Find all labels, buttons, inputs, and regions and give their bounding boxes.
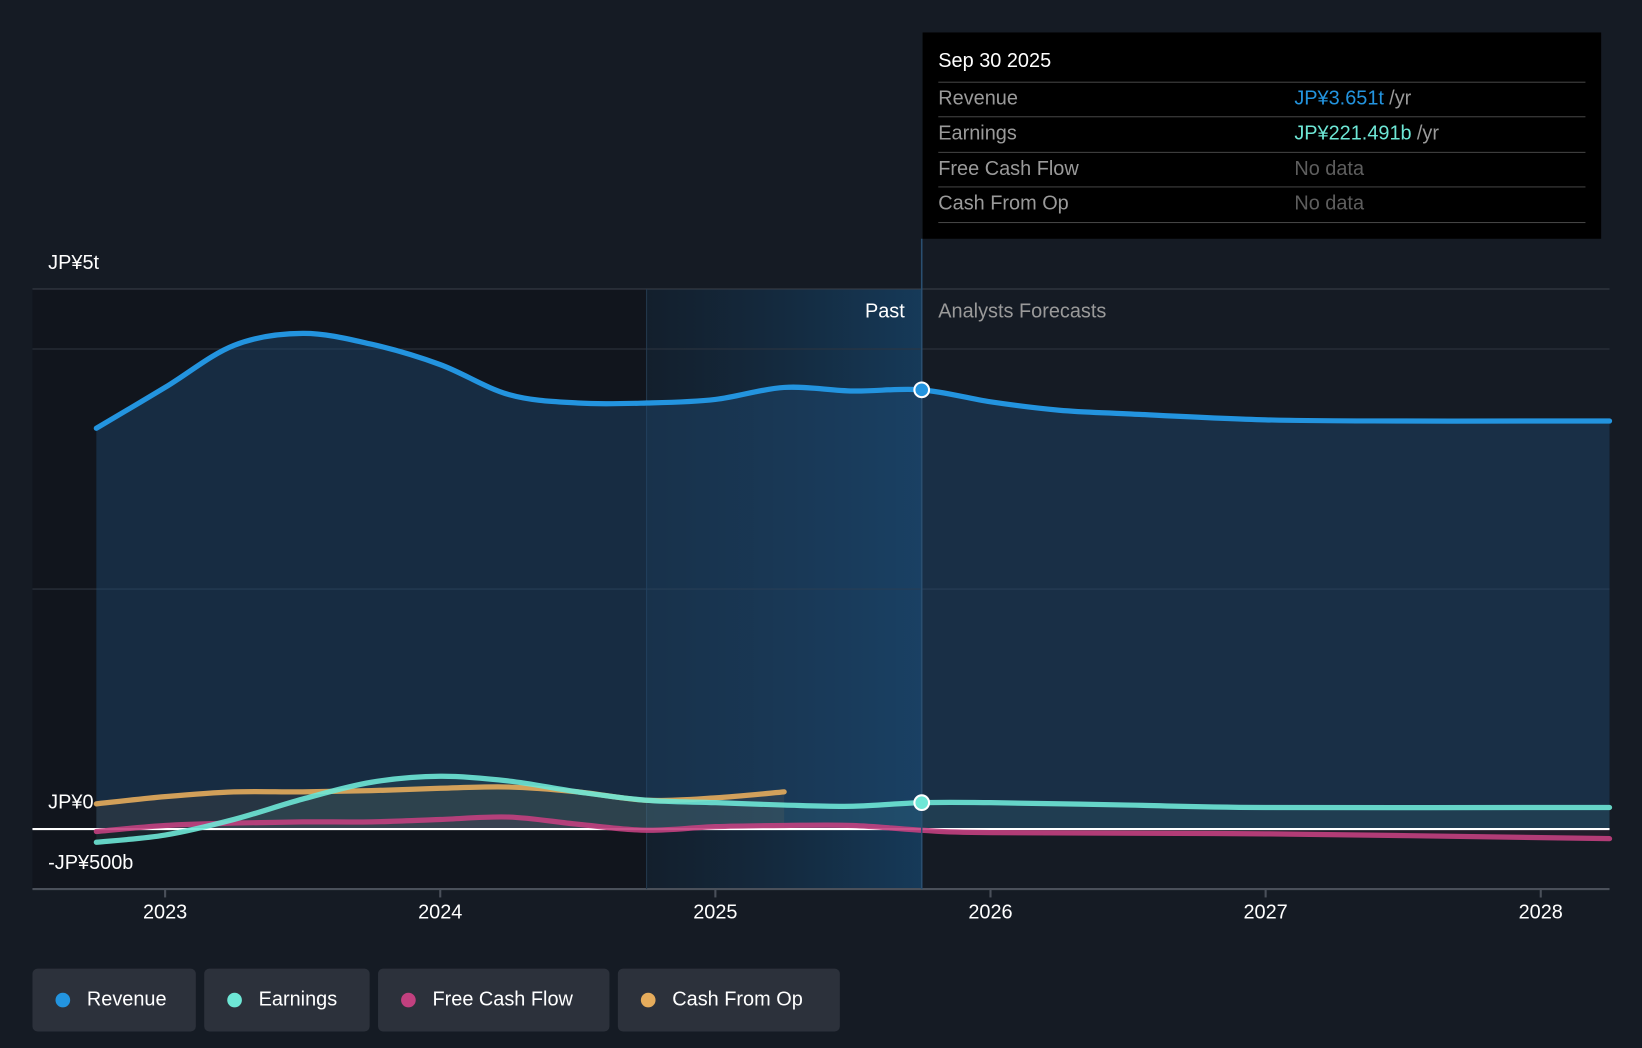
legend-label: Revenue xyxy=(86,988,167,1011)
cfo-dot-icon xyxy=(640,992,656,1008)
forecast-label: Analysts Forecasts xyxy=(938,300,1107,323)
x-tick-label: 2027 xyxy=(1243,901,1288,924)
legend-earnings[interactable]: Earnings xyxy=(204,968,370,1032)
revenue-area xyxy=(96,333,1610,830)
past-label: Past xyxy=(864,300,905,323)
x-tick-label: 2024 xyxy=(418,901,463,924)
legend-cash-from-op[interactable]: Cash From Op xyxy=(617,968,840,1032)
tooltip-label: Earnings xyxy=(938,122,1017,145)
tooltip-row-earnings: Earnings JP¥221.491b/yr xyxy=(938,116,1586,152)
tooltip-value: JP¥221.491b xyxy=(1294,122,1412,145)
x-tick-label: 2028 xyxy=(1518,901,1563,924)
y-label-zero: JP¥0 xyxy=(48,791,94,814)
x-tick-label: 2026 xyxy=(968,901,1013,924)
earnings-line xyxy=(93,773,1613,845)
free-cash-flow-line xyxy=(93,814,1613,842)
legend-label: Free Cash Flow xyxy=(432,988,573,1011)
y-label-top: JP¥5t xyxy=(48,252,100,275)
tooltip-label: Free Cash Flow xyxy=(938,158,1079,181)
revenue-line xyxy=(93,330,1613,431)
y-label-bottom: -JP¥500b xyxy=(48,852,134,875)
legend-label: Cash From Op xyxy=(672,988,803,1011)
earnings-dot-icon xyxy=(227,992,242,1008)
earnings-marker xyxy=(913,794,931,812)
tooltip-date: Sep 30 2025 xyxy=(938,50,1052,73)
revenue-dot-icon xyxy=(55,992,71,1008)
x-tick-label: 2025 xyxy=(693,901,738,924)
legend-label: Earnings xyxy=(258,988,338,1011)
revenue-marker xyxy=(913,381,931,399)
tooltip-label: Revenue xyxy=(938,87,1018,110)
tooltip: Sep 30 2025 Revenue JP¥3.651t/yr Earning… xyxy=(922,32,1602,239)
tooltip-row-revenue: Revenue JP¥3.651t/yr xyxy=(938,81,1586,118)
tooltip-value: No data xyxy=(1294,158,1365,181)
earnings-area xyxy=(96,776,1610,843)
tooltip-value: No data xyxy=(1294,192,1365,215)
tooltip-row-cfo: Cash From Op No data xyxy=(938,186,1586,222)
legend-revenue[interactable]: Revenue xyxy=(32,968,196,1032)
fcf-dot-icon xyxy=(401,992,416,1008)
tooltip-divider xyxy=(938,222,1586,224)
tooltip-unit: /yr xyxy=(1416,122,1439,145)
tooltip-unit: /yr xyxy=(1389,87,1412,110)
x-tick-label: 2023 xyxy=(142,901,188,924)
tooltip-value: JP¥3.651t xyxy=(1294,87,1384,110)
legend-free-cash-flow[interactable]: Free Cash Flow xyxy=(378,968,610,1032)
tooltip-label: Cash From Op xyxy=(938,192,1069,215)
tooltip-row-fcf: Free Cash Flow No data xyxy=(938,151,1586,188)
